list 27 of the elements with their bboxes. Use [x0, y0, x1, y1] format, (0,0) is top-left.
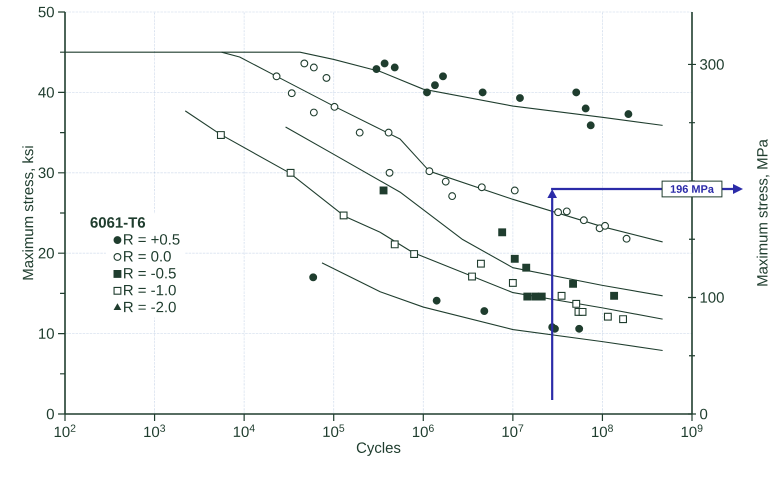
x-tick-label: 10$^{2}$ [54, 424, 76, 438]
x-tick-label: 10$^{5}$ [323, 424, 344, 438]
legend-title: 6061-T6 [90, 217, 146, 228]
legend-label: R = -2.0 [124, 302, 176, 312]
y-tick-label: 40 [38, 87, 54, 98]
y2-axis-title: Maximum stress, MPa [756, 139, 770, 286]
x-tick-label: 10$^{3}$ [144, 424, 166, 438]
legend-label: R = 0.0 [124, 251, 171, 262]
legend-label: R = -0.5 [124, 268, 176, 278]
y-axis-title: Maximum stress, ksi [22, 146, 36, 280]
annotation: 196 MPa [670, 185, 714, 193]
x-tick-label: 10$^{8}$ [592, 424, 613, 438]
y-tick-label: 10 [39, 328, 54, 339]
x-tick-label: 10$^{7}$ [502, 424, 524, 438]
y-tick-label: 30 [38, 168, 54, 178]
y2-tick-label: 0 [700, 408, 708, 420]
y2-tick-label: 100 [700, 292, 724, 303]
y2-tick-label: 300 [700, 59, 724, 70]
legend-label: R = +0.5 [124, 234, 180, 245]
x-axis-title: Cycles [356, 442, 400, 456]
x-tick-label: 10$^{9}$ [682, 424, 702, 438]
y-tick-label: 20 [38, 248, 54, 258]
y-tick-label: 50 [38, 6, 54, 18]
x-tick-label: 10$^{6}$ [412, 424, 434, 438]
x-tick-label: 10$^{4}$ [234, 424, 255, 438]
legend-label: R = -1.0 [124, 284, 176, 296]
y-tick-label: 0 [46, 408, 54, 420]
